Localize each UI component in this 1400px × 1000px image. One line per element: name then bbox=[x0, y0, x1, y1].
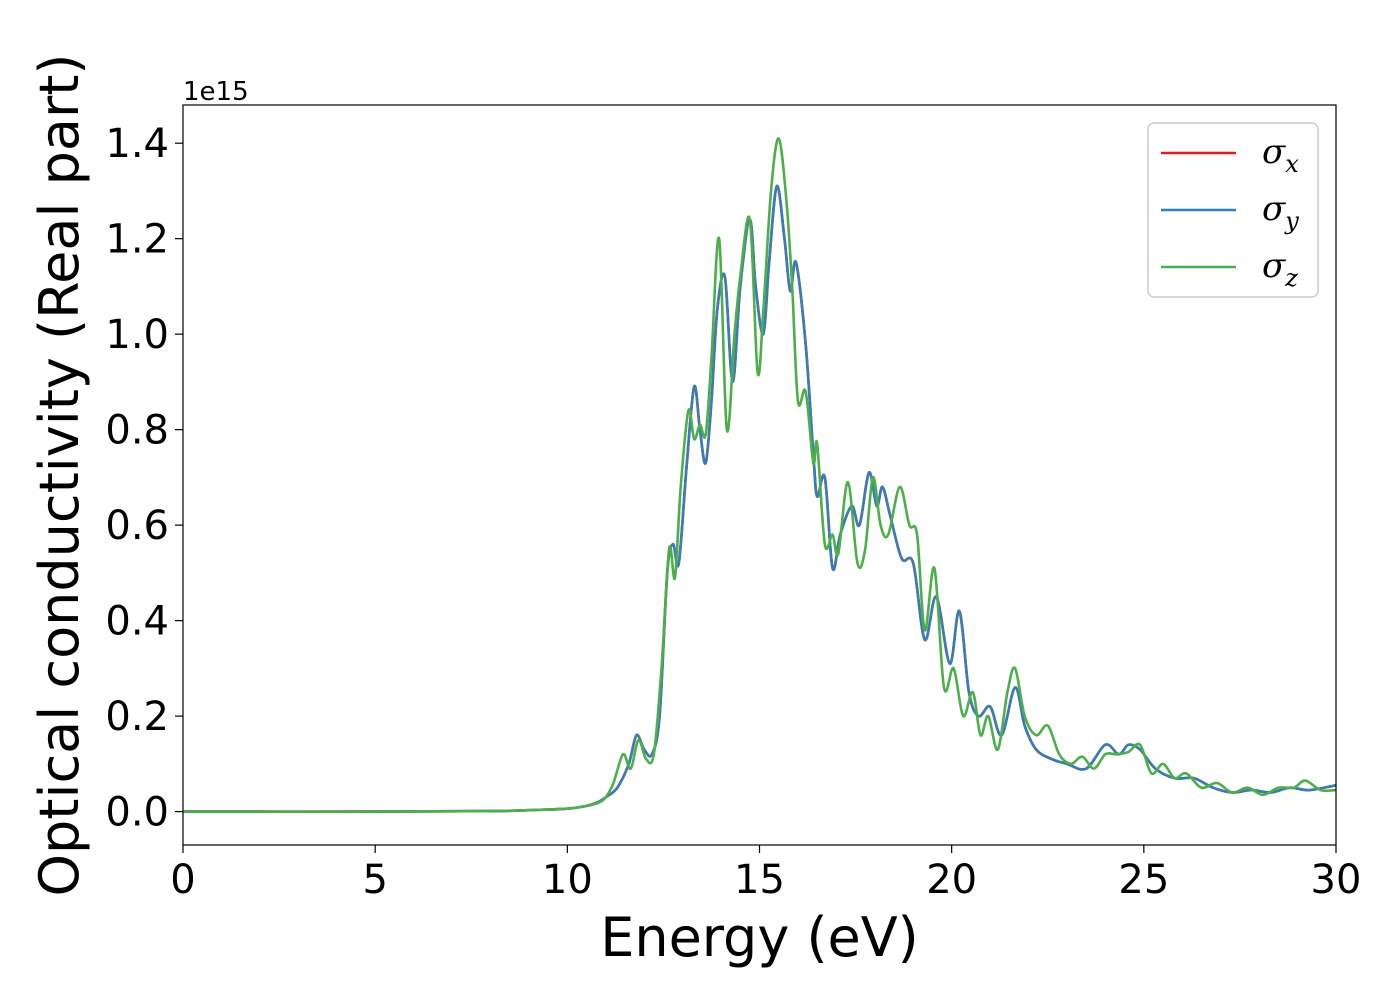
y-tick-label: 1.2 bbox=[105, 217, 169, 263]
y-offset-label: 1e15 bbox=[183, 77, 249, 107]
x-tick-label: 25 bbox=[1118, 857, 1169, 903]
x-tick-label: 30 bbox=[1311, 857, 1362, 903]
y-tick-label: 0.8 bbox=[105, 408, 169, 454]
y-tick-label: 0.2 bbox=[105, 694, 169, 740]
plot-frame bbox=[182, 104, 1337, 846]
x-tick-label: 0 bbox=[170, 857, 195, 903]
y-tick-label: 0.4 bbox=[105, 599, 169, 645]
y-tick-label: 1.0 bbox=[105, 312, 169, 358]
x-axis-label: Energy (eV) bbox=[600, 906, 919, 969]
x-tick-label: 10 bbox=[542, 857, 593, 903]
axes-ticks: 0 5 10 15 20 25 30 0.0 0.2 0.4 0.6 0.8 1.0 1.2 1.4 bbox=[105, 121, 1361, 903]
y-tick-label: 0.6 bbox=[105, 503, 169, 549]
legend-label-y: σy bbox=[1262, 189, 1299, 235]
x-tick-label: 5 bbox=[362, 857, 387, 903]
series-line-z bbox=[183, 137, 1336, 813]
x-tick-label: 20 bbox=[926, 857, 977, 903]
y-tick-label: 1.4 bbox=[105, 121, 169, 167]
x-tick-label: 15 bbox=[734, 857, 785, 903]
y-tick-label: 0.0 bbox=[105, 790, 169, 836]
legend: σx σy σz bbox=[1147, 122, 1319, 298]
legend-label-x: σx bbox=[1262, 132, 1299, 178]
legend-label-z: σz bbox=[1262, 246, 1298, 292]
plot-lines bbox=[183, 137, 1336, 813]
y-axis-label: Optical conductivity (Real part) bbox=[28, 54, 91, 897]
